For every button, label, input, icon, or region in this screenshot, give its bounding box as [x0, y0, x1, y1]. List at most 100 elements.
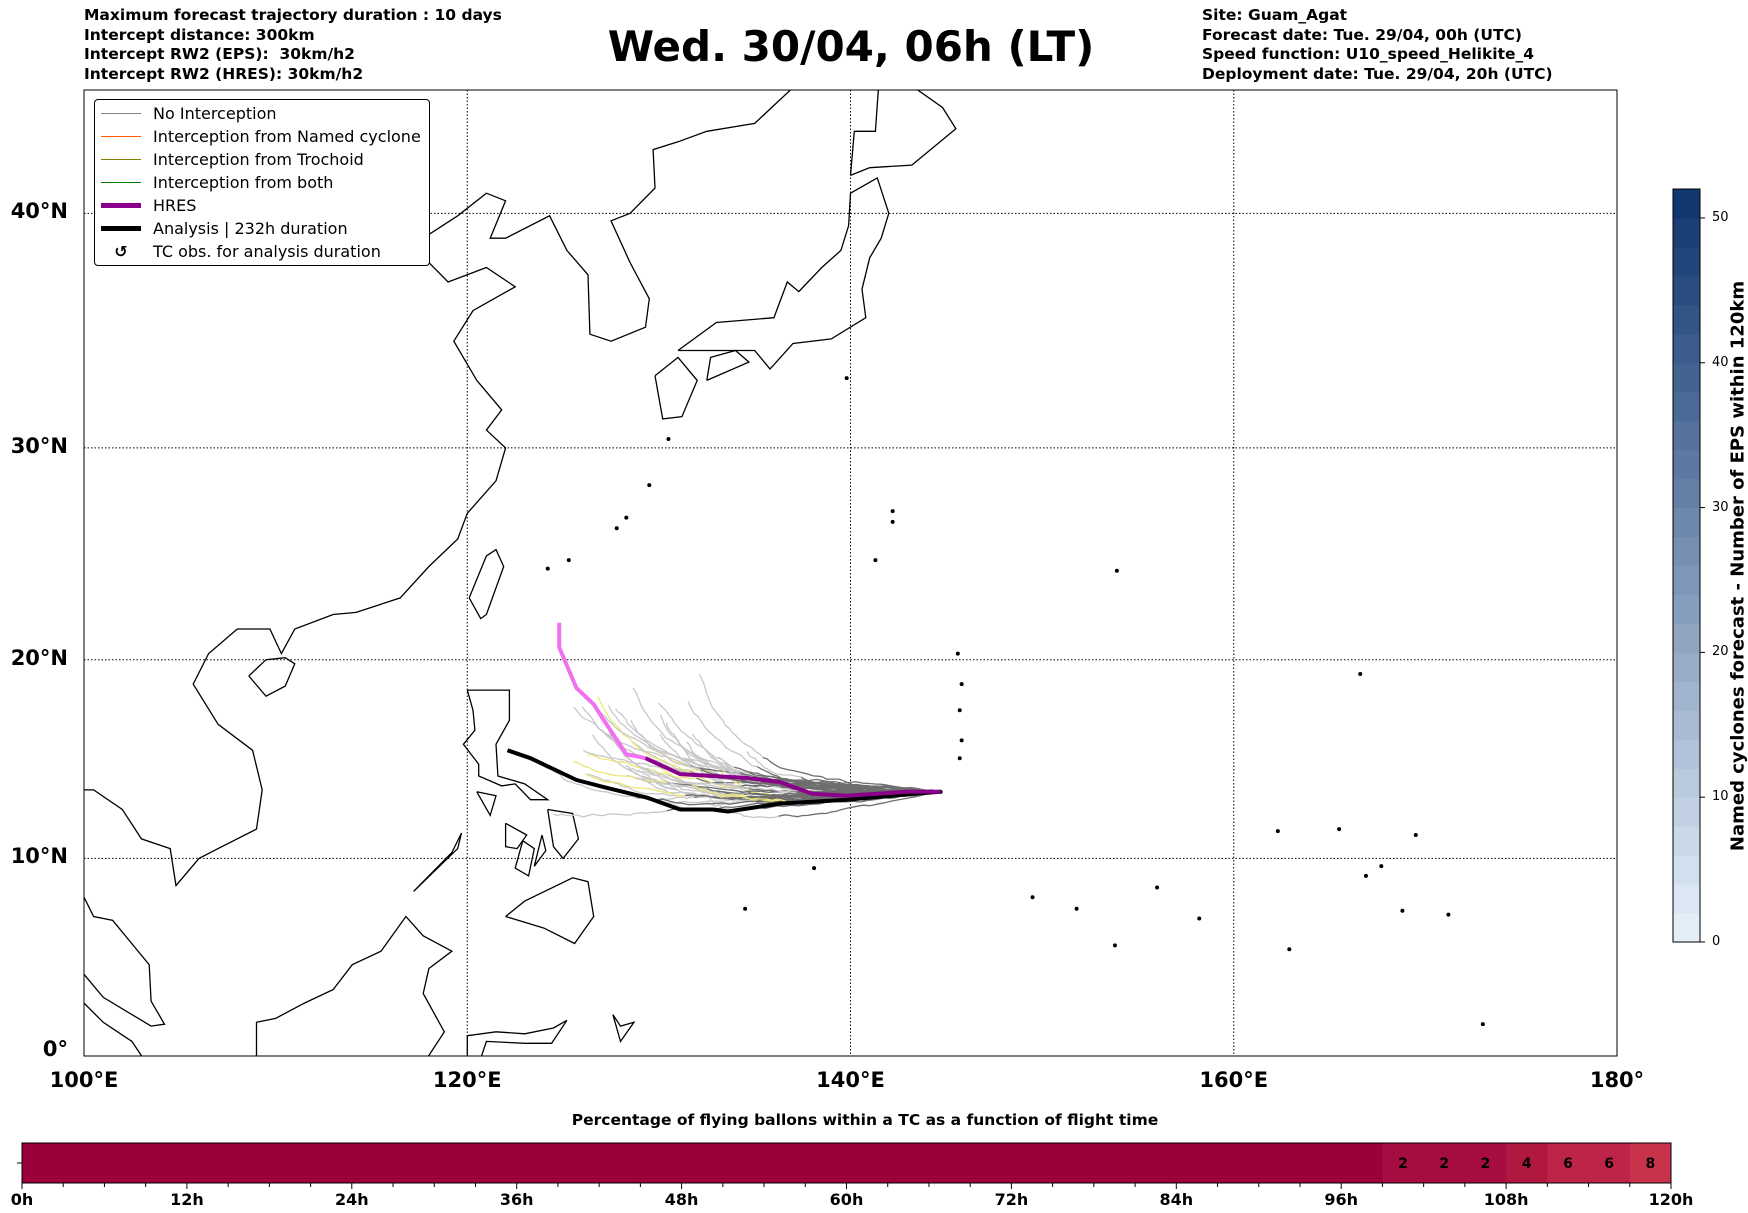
coastline — [84, 809, 166, 1027]
island — [957, 756, 962, 761]
ensemble-track-late — [687, 701, 758, 768]
colorbar-tick-label: 10 — [1712, 789, 1729, 805]
lat-tick-label: 20°N — [10, 645, 68, 670]
colorbar-tick-label: 50 — [1712, 209, 1729, 225]
legend-swatch — [101, 182, 141, 183]
colorbar-cell — [1673, 710, 1700, 740]
analysis-track — [506, 748, 941, 814]
legend-swatch — [101, 226, 141, 231]
colorbar-tick-label: 30 — [1712, 499, 1729, 515]
legend-item: Interception from Trochoid — [95, 148, 364, 171]
island — [743, 906, 748, 911]
coastline — [849, 90, 957, 177]
coastline — [84, 90, 792, 888]
colorbar-cell — [1673, 478, 1700, 509]
flight-time-tick-label: 24h — [334, 1190, 369, 1209]
flight-time-tick-label: 36h — [499, 1190, 534, 1209]
colorbar-cell — [1673, 189, 1700, 219]
flight-time-cell-label: 8 — [1646, 1156, 1656, 1172]
coastline — [476, 791, 497, 818]
ensemble-track-late — [586, 773, 695, 798]
coastline — [612, 1014, 636, 1043]
ensemble-track-late — [691, 784, 786, 802]
flight-time-cell-label: 2 — [1398, 1156, 1408, 1172]
colorbar-frame — [1672, 188, 1701, 943]
island — [1480, 1022, 1485, 1027]
coastline — [462, 689, 550, 801]
legend-label: Analysis | 232h duration — [153, 219, 348, 238]
flight-time-cell — [1011, 1143, 1054, 1183]
flight-time-cell — [1176, 1143, 1219, 1183]
header-left: Maximum forecast trajectory duration : 1… — [84, 6, 502, 84]
lon-tick-label: 140°E — [816, 1068, 885, 1092]
island — [1400, 908, 1405, 913]
flight-time-cell — [1588, 1143, 1631, 1183]
flight-time-cell — [640, 1143, 683, 1183]
colorbar-cell — [1673, 246, 1700, 277]
colorbar-cell — [1673, 884, 1700, 914]
flight-time-cell — [1258, 1143, 1301, 1183]
ensemble-track-late — [585, 772, 686, 797]
island — [566, 558, 571, 563]
ensemble-track — [700, 769, 941, 793]
flight-time-cell — [1217, 1143, 1260, 1183]
lon-tick-label: 180° — [1589, 1068, 1645, 1092]
flight-time-cell — [970, 1143, 1012, 1183]
intercept-distance-text: Intercept distance: 300km — [84, 25, 315, 44]
legend-item: ↺ TC obs. for analysis duration — [95, 240, 381, 263]
colorbar-cell — [1673, 913, 1700, 943]
flight-time-tick-label: 84h — [1159, 1190, 1194, 1209]
legend-item: Interception from Named cyclone — [95, 125, 421, 148]
flight-time-cell — [434, 1143, 476, 1183]
flight-time-cell — [1341, 1143, 1383, 1183]
flight-time-cell — [475, 1143, 518, 1183]
legend-swatch — [101, 159, 141, 160]
lon-tick-label: 100°E — [49, 1068, 119, 1092]
header-right: Site: Guam_Agat Forecast date: Tue. 29/0… — [1202, 6, 1553, 84]
flight-time-cell — [681, 1143, 724, 1183]
legend-swatch — [101, 113, 141, 114]
chart-title: Wed. 30/04, 06h (LT) — [607, 22, 1095, 71]
colorbar-cell — [1673, 420, 1700, 451]
colorbar-cell — [1673, 362, 1700, 393]
flight-time-cell — [1052, 1143, 1095, 1183]
ensemble-track-late — [553, 810, 667, 818]
coastline — [466, 1019, 568, 1056]
colorbar-cell — [1673, 768, 1700, 798]
island — [844, 376, 849, 381]
island — [890, 509, 895, 514]
flight-time-bar: 2 2 2 4 6 6 8 — [17, 1142, 1672, 1189]
coastline — [505, 877, 595, 945]
flight-time-tick-label: 12h — [170, 1190, 204, 1209]
flight-time-cell — [928, 1143, 971, 1183]
forecast-date-text: Forecast date: Tue. 29/04, 00h (UTC) — [1202, 25, 1523, 44]
colorbar-cell — [1673, 536, 1700, 566]
legend-item: Analysis | 232h duration — [95, 217, 348, 240]
ensemble-track-late — [718, 756, 800, 792]
flight-time-cell — [228, 1143, 270, 1183]
ensemble-track-late — [746, 751, 802, 778]
island — [1337, 827, 1342, 832]
flight-time-cell — [722, 1143, 765, 1183]
ensemble-track-late — [691, 765, 791, 793]
ensemble-track-late — [634, 777, 713, 798]
flight-time-cell — [1423, 1143, 1466, 1183]
island — [1197, 916, 1202, 921]
colorbar-cell — [1673, 217, 1700, 248]
flight-time-tick-label: 108h — [1483, 1190, 1529, 1209]
flight-time-cell — [887, 1143, 930, 1183]
colorbar-cell — [1673, 681, 1700, 711]
flight-time-cell — [1629, 1143, 1672, 1183]
island — [1114, 568, 1119, 573]
coastline — [413, 832, 463, 892]
coastline — [654, 356, 698, 420]
colorbar-cell — [1673, 304, 1700, 335]
flight-time-tick-label: 72h — [994, 1190, 1029, 1209]
island — [812, 866, 817, 871]
colorbar-tick-label: 0 — [1712, 934, 1721, 949]
island — [1413, 832, 1418, 837]
lat-tick-label: 40°N — [10, 199, 68, 224]
lon-tick-label: 120°E — [432, 1068, 502, 1092]
ensemble-track-late — [632, 687, 741, 775]
speed-function-text: Speed function: U10_speed_Helikite_4 — [1202, 45, 1535, 63]
